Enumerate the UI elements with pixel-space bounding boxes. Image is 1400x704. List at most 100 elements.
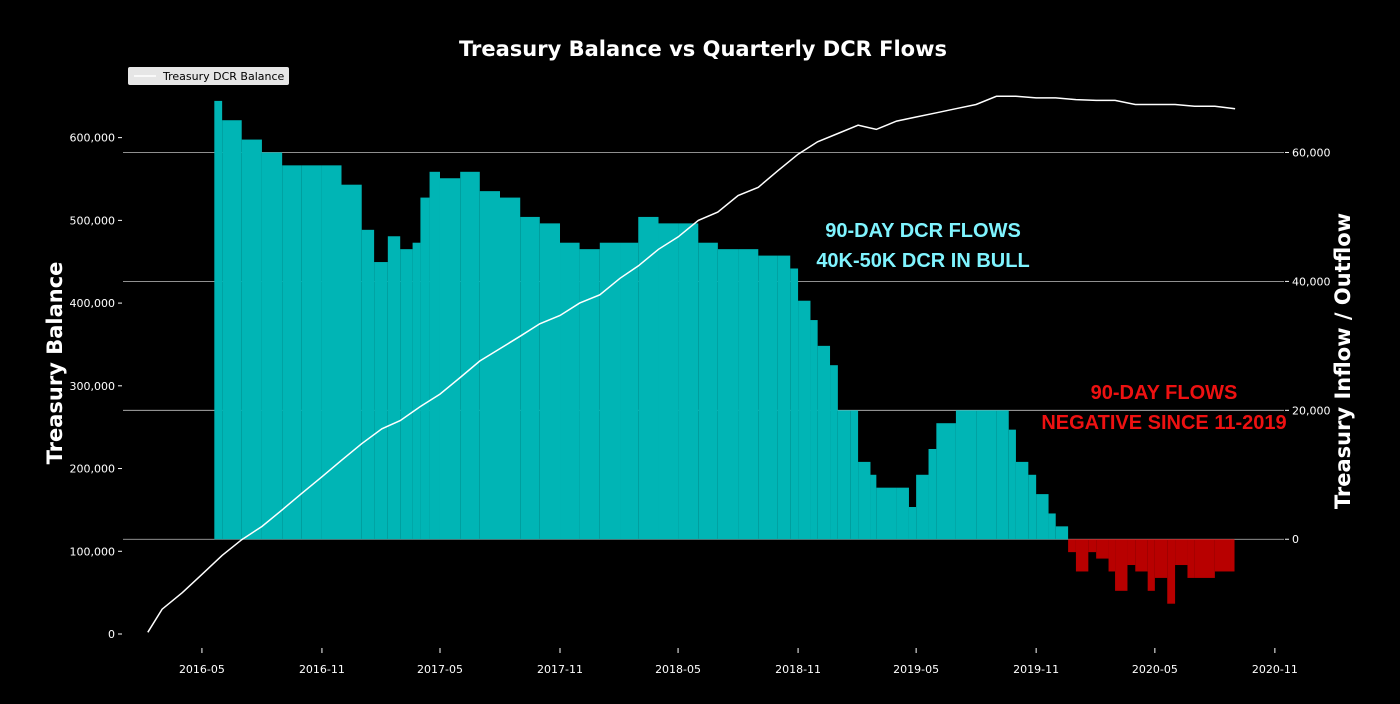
flows-area	[214, 100, 1235, 604]
y-left-tick-label: 500,000	[70, 214, 116, 227]
flow-bar-positive	[361, 229, 375, 540]
flow-bar-negative	[1075, 539, 1089, 572]
flow-bar-negative	[1096, 539, 1109, 559]
balance-line	[147, 95, 1236, 633]
flow-bar-positive	[916, 474, 929, 540]
flow-bar-positive	[429, 171, 440, 540]
flow-bar-positive	[658, 223, 679, 540]
chart-title: Treasury Balance vs Quarterly DCR Flows	[459, 37, 947, 61]
y-left-tick-label: 0	[108, 628, 115, 641]
annotation-negative-line2: NEGATIVE SINCE 11-2019	[1041, 412, 1286, 434]
flow-bar-positive	[460, 171, 480, 540]
flow-bar-positive	[374, 262, 388, 540]
annotation-bull-line2: 40K-50K DCR IN BULL	[816, 250, 1029, 272]
x-tick-label: 2020-11	[1252, 663, 1298, 676]
y-left-tick-label: 100,000	[70, 545, 116, 558]
flow-bar-positive	[579, 249, 600, 540]
flow-bar-positive	[439, 178, 461, 540]
flow-bar-positive	[1048, 513, 1056, 540]
flow-bar-positive	[1028, 474, 1037, 540]
flow-bar-positive	[387, 236, 401, 540]
flow-bar-negative	[1230, 539, 1235, 572]
flow-bar-negative	[1068, 539, 1076, 553]
flow-bar-negative	[1187, 539, 1195, 578]
y-right-tick-label: 0	[1292, 533, 1299, 546]
y-axis-right-label: Treasury Inflow / Outflow	[1331, 213, 1355, 509]
flow-bar-negative	[1127, 539, 1136, 566]
balance-series-line	[147, 95, 1236, 633]
flow-bar-positive	[810, 320, 818, 540]
flow-bar-positive	[520, 216, 540, 540]
flow-bar-negative	[1108, 539, 1116, 572]
x-tick-label: 2019-05	[893, 663, 939, 676]
flow-bar-positive	[758, 255, 778, 540]
flow-bar-positive	[214, 100, 223, 540]
flow-bar-positive	[850, 410, 859, 540]
annotation-negative: 90-DAY FLOWS NEGATIVE SINCE 11-2019	[1041, 382, 1286, 434]
flow-bar-positive	[261, 152, 283, 540]
flow-bar-positive	[908, 507, 917, 540]
annotation-bull: 90-DAY DCR FLOWS 40K-50K DCR IN BULL	[816, 220, 1029, 272]
flow-bar-negative	[1147, 539, 1155, 591]
legend-box	[128, 67, 289, 85]
axes: 0 100,000 200,000 300,000 400,000 500,000 600,…	[70, 132, 1331, 676]
flow-bar-positive	[830, 365, 838, 540]
flow-bar-negative	[1135, 539, 1148, 572]
x-tick-label: 2017-05	[417, 663, 463, 676]
flow-bar-positive	[539, 223, 561, 540]
flow-bar-positive	[777, 255, 791, 540]
x-tick-label: 2020-05	[1132, 663, 1178, 676]
flow-bar-negative	[1194, 539, 1215, 578]
flow-bar-positive	[638, 216, 659, 540]
flow-bar-positive	[798, 300, 811, 540]
flow-bar-positive	[341, 184, 362, 540]
flow-bar-positive	[560, 242, 580, 540]
flow-bar-positive	[420, 197, 430, 540]
flow-bar-positive	[870, 474, 877, 540]
flow-bar-positive	[858, 461, 871, 540]
flow-bar-positive	[301, 165, 322, 540]
y-left-tick-label: 200,000	[70, 463, 116, 476]
flow-bar-positive	[1055, 526, 1069, 540]
annotation-negative-line1: 90-DAY FLOWS	[1091, 382, 1238, 404]
flow-bar-positive	[400, 249, 413, 540]
x-tick-label: 2016-05	[179, 663, 225, 676]
flow-bar-positive	[1015, 461, 1029, 540]
legend: Treasury DCR Balance	[128, 67, 289, 85]
flow-bar-negative	[1214, 539, 1231, 572]
x-tick-label: 2019-11	[1013, 663, 1059, 676]
flow-bar-negative	[1167, 539, 1176, 604]
y-right-tick-label: 40,000	[1292, 275, 1331, 288]
flow-bar-negative	[1088, 539, 1097, 553]
flow-bar-positive	[896, 487, 909, 540]
flow-bar-positive	[499, 197, 521, 540]
flow-bar-positive	[678, 223, 699, 540]
flow-bar-positive	[790, 268, 799, 540]
flow-bar-positive	[817, 345, 831, 540]
y-left-tick-label: 600,000	[70, 132, 116, 145]
legend-label: Treasury DCR Balance	[162, 70, 285, 83]
flow-bar-positive	[955, 410, 977, 540]
y-right-tick-label: 20,000	[1292, 404, 1331, 417]
flow-bar-positive	[1036, 494, 1049, 540]
y-left-tick-label: 400,000	[70, 297, 116, 310]
flow-bar-positive	[321, 165, 342, 540]
flow-bar-positive	[282, 165, 302, 540]
flow-bar-negative	[1175, 539, 1188, 566]
flow-bar-positive	[928, 448, 937, 540]
flow-bar-positive	[837, 410, 851, 540]
x-tick-label: 2018-05	[655, 663, 701, 676]
flow-bar-positive	[738, 249, 759, 540]
flow-bar-positive	[936, 423, 956, 540]
flow-bar-positive	[241, 139, 262, 540]
y-right-tick-label: 60,000	[1292, 146, 1331, 159]
flow-bar-positive	[222, 120, 242, 540]
flow-bar-positive	[996, 410, 1009, 540]
x-tick-label: 2017-11	[537, 663, 583, 676]
flow-bar-positive	[976, 410, 997, 540]
flow-bar-positive	[698, 242, 718, 540]
flow-bar-positive	[717, 249, 739, 540]
flow-bar-negative	[1154, 539, 1168, 578]
flow-bar-positive	[479, 191, 500, 540]
